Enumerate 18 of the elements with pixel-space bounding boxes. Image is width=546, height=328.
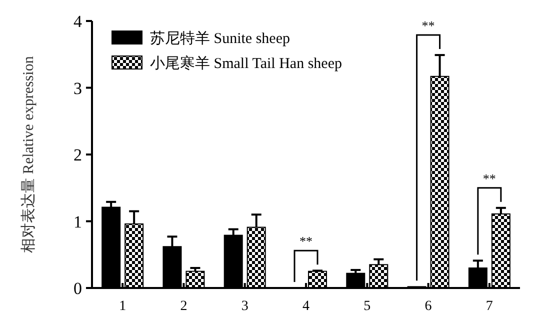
y-tick-label: 3 (74, 78, 82, 98)
x-tick-label: 5 (364, 299, 371, 314)
y-tick-label: 0 (74, 279, 82, 298)
x-tick-label: 6 (424, 299, 432, 314)
legend-label: 苏尼特羊 Sunite sheep (150, 30, 290, 47)
x-tick-label: 7 (486, 299, 493, 314)
x-tick-label: 4 (302, 299, 310, 314)
y-tick-label: 2 (74, 146, 82, 164)
x-tick-label: 2 (180, 299, 188, 314)
x-tick-label: 3 (241, 299, 248, 314)
annotation: ** (300, 234, 312, 249)
x-tick-label: 1 (119, 299, 126, 314)
y-tick-label: 1 (74, 212, 82, 232)
y-tick-label: 4 (74, 12, 82, 31)
y-axis-title: 相对表达量 Relative expression (20, 56, 37, 253)
annotation: ** (422, 18, 435, 34)
legend-label: 小尾寒羊 Small Tail Han sheep (150, 55, 342, 72)
annotation: ** (482, 170, 496, 186)
